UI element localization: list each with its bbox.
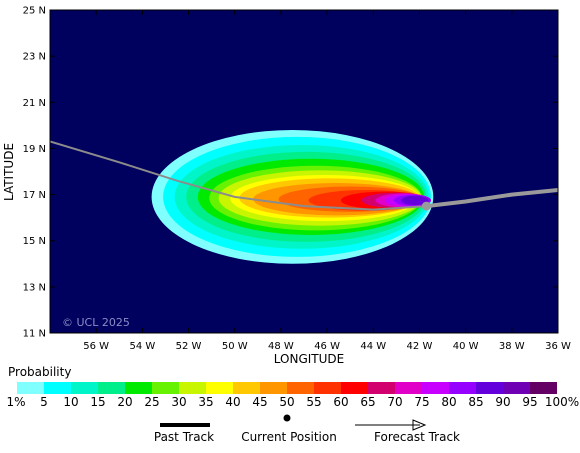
legend-swatch [341, 382, 368, 394]
legend-label: 85 [468, 395, 484, 409]
legend-swatch [17, 382, 44, 394]
lon-tick-label: 40 W [453, 341, 479, 352]
legend-label: 35 [198, 395, 214, 409]
legend-swatch [314, 382, 341, 394]
lon-tick-label: 46 W [314, 341, 340, 352]
legend-swatch [503, 382, 530, 394]
legend-label: 30 [171, 395, 187, 409]
past-track-line [50, 140, 427, 211]
legend-swatch [71, 382, 98, 394]
lat-tick-label: 13 N [23, 282, 46, 293]
lat-tick-label: 21 N [23, 98, 46, 109]
current-position-symbol [283, 414, 291, 422]
y-axis-title: LATITUDE [2, 143, 16, 201]
legend-swatch [44, 382, 71, 394]
legend-swatch [179, 382, 206, 394]
legend-swatch [260, 382, 287, 394]
lon-tick-label: 56 W [83, 341, 109, 352]
legend-swatch [476, 382, 503, 394]
legend-swatch [368, 382, 395, 394]
forecast-track-arrowhead-icon [412, 419, 427, 431]
lon-tick-label: 50 W [222, 341, 248, 352]
legend-label: 80 [441, 395, 457, 409]
strike-probability-map: 25 N 23 N 21 N 19 N 17 N 15 N 13 N 11 N 56 W 54 W… [2, 6, 571, 366]
legend-swatch [449, 382, 476, 394]
copyright-watermark: © UCL 2025 [62, 316, 130, 329]
probability-scale-labels: 1% 5 10 15 20 25 30 35 40 45 50 55 60 65 70 75 80 85 90 95 1… [0, 395, 580, 409]
lat-tick-label: 17 N [23, 190, 46, 201]
lon-tick-label: 36 W [545, 341, 571, 352]
lat-tick-label: 25 N [23, 6, 46, 17]
legend-label: 95 [522, 395, 538, 409]
legend-label: 5 [40, 395, 48, 409]
lon-tick-label: 48 W [268, 341, 294, 352]
lon-tick-label: 42 W [407, 341, 433, 352]
lat-tick-label: 19 N [23, 144, 46, 155]
legend-swatch [422, 382, 449, 394]
legend-label: 1% [6, 395, 26, 409]
forecast-track-line [426, 188, 558, 209]
legend-label: 60 [333, 395, 349, 409]
legend-label: 75 [414, 395, 430, 409]
probability-color-bar [17, 382, 557, 394]
legend-title: Probability [8, 365, 72, 379]
legend-swatch [125, 382, 152, 394]
current-position-label: Current Position [241, 430, 337, 444]
legend-label: 90 [495, 395, 511, 409]
track-key: Past Track Current Position Forecast Tra… [0, 410, 580, 453]
legend-swatch [206, 382, 233, 394]
lat-tick-label: 15 N [23, 236, 46, 247]
lon-tick-label: 54 W [129, 341, 155, 352]
lon-tick-label: 44 W [360, 341, 386, 352]
lat-tick-label: 11 N [23, 329, 46, 340]
legend-label: 65 [360, 395, 376, 409]
key-symbols [160, 414, 427, 431]
probability-contour-85 [400, 195, 429, 205]
legend-label: 40 [225, 395, 241, 409]
track-layer [50, 140, 558, 211]
legend-swatch [395, 382, 422, 394]
current-position-marker [421, 201, 431, 211]
legend-label: 50 [279, 395, 295, 409]
legend-label: 100% [544, 395, 580, 409]
forecast-track-label: Forecast Track [374, 430, 460, 444]
lon-tick-label: 52 W [176, 341, 202, 352]
legend-swatch [287, 382, 314, 394]
lat-tick-label: 23 N [23, 52, 46, 63]
legend-label: 20 [117, 395, 133, 409]
probability-contours [151, 129, 434, 264]
legend-swatch [233, 382, 260, 394]
x-axis-title: LONGITUDE [274, 352, 344, 365]
past-track-label: Past Track [153, 430, 215, 444]
lon-tick-label: 38 W [499, 341, 525, 352]
axis-ticks: 25 N 23 N 21 N 19 N 17 N 15 N 13 N 11 N 56 W 54 W… [23, 6, 571, 353]
legend-swatch [152, 382, 179, 394]
legend-label: 10 [63, 395, 79, 409]
legend-label: 55 [306, 395, 322, 409]
legend-swatch [530, 382, 557, 394]
legend-label: 25 [144, 395, 160, 409]
legend-label: 70 [387, 395, 403, 409]
legend-swatch [98, 382, 125, 394]
legend-label: 45 [252, 395, 268, 409]
legend-label: 15 [90, 395, 106, 409]
plot-frame [49, 9, 559, 334]
